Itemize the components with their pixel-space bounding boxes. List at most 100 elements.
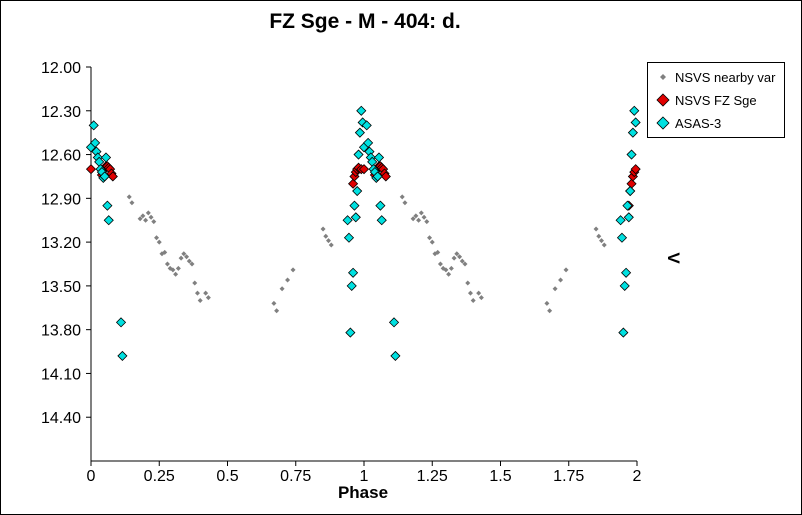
data-point	[454, 251, 460, 257]
y-tick-label: 13.20	[41, 235, 81, 252]
data-point	[103, 215, 114, 226]
data-point	[145, 210, 151, 216]
y-tick-label: 12.90	[41, 191, 81, 208]
chart-ticks: 12.00 12.30 12.60 12.90 13.20 13.50 13.80 14.10…	[41, 60, 642, 485]
data-point	[593, 226, 599, 232]
data-point	[626, 149, 637, 160]
legend-entry-asas-3: ASAS-3	[656, 114, 721, 132]
data-point	[102, 200, 113, 211]
data-point	[99, 171, 110, 182]
data-point	[348, 178, 359, 189]
data-point	[173, 271, 179, 277]
data-point	[467, 290, 473, 296]
data-point	[459, 258, 465, 264]
data-point	[343, 232, 355, 243]
series-0	[126, 194, 607, 314]
x-tick-label: 0.75	[280, 468, 311, 485]
data-point	[271, 300, 277, 306]
data-point	[353, 149, 364, 160]
x-tick-label: 2	[633, 468, 642, 485]
data-point	[197, 297, 203, 303]
data-point	[424, 219, 430, 225]
legend-label: NSVS nearby var	[675, 69, 776, 85]
data-point	[476, 290, 482, 296]
data-point	[601, 242, 607, 248]
data-point	[348, 267, 359, 278]
series-1	[85, 161, 641, 211]
data-point	[151, 219, 157, 225]
data-point	[203, 290, 209, 296]
legend-entry-nsvs-fz-sge: NSVS FZ Sge	[656, 91, 757, 109]
data-point	[352, 185, 363, 197]
data-point	[470, 297, 476, 303]
data-point	[630, 117, 641, 128]
data-point	[178, 255, 184, 261]
data-point	[437, 261, 443, 267]
data-point	[192, 280, 198, 286]
data-point	[416, 217, 422, 223]
data-point	[164, 261, 170, 267]
legend-label: ASAS-3	[675, 115, 722, 131]
data-point	[558, 277, 564, 283]
data-point	[418, 210, 424, 216]
legend-label: NSVS FZ Sge	[675, 92, 757, 108]
y-tick-label: 13.50	[41, 279, 81, 296]
y-tick-label: 14.10	[41, 366, 81, 383]
data-point	[388, 317, 400, 328]
data-point	[380, 171, 391, 182]
data-point	[630, 164, 641, 175]
chart-legend: NSVS nearby var NSVS FZ Sge ASAS-3	[647, 62, 785, 138]
data-point	[619, 280, 630, 291]
data-point	[162, 249, 168, 255]
data-point	[462, 261, 468, 267]
data-point	[623, 212, 634, 223]
y-axis-label: V	[664, 252, 683, 264]
data-point	[175, 265, 181, 271]
data-point	[443, 267, 449, 273]
data-point	[427, 235, 433, 241]
data-point	[285, 277, 291, 283]
data-point	[342, 215, 353, 226]
data-point	[143, 217, 149, 223]
chart-marks	[85, 105, 641, 361]
legend-marker-cyan-diamond-icon	[656, 116, 670, 130]
data-point	[346, 280, 357, 291]
data-point	[349, 200, 360, 211]
data-point	[326, 238, 332, 244]
series-2	[85, 105, 641, 361]
data-point	[137, 216, 143, 222]
data-point	[290, 267, 296, 273]
data-point	[154, 235, 160, 241]
data-point	[563, 267, 569, 273]
data-point	[323, 233, 329, 239]
data-point	[274, 308, 280, 314]
data-point	[629, 105, 640, 116]
data-point	[552, 286, 558, 292]
data-point	[126, 194, 132, 200]
data-point	[88, 120, 99, 131]
data-point	[446, 271, 452, 277]
x-tick-label: 1.75	[553, 468, 584, 485]
legend-marker-gray-diamond-icon	[660, 74, 666, 80]
x-tick-label: 0	[87, 468, 96, 485]
data-point	[189, 261, 195, 267]
data-point	[354, 127, 365, 138]
data-point	[618, 327, 629, 338]
data-point	[184, 254, 190, 260]
data-point	[100, 152, 112, 163]
data-point	[186, 258, 192, 264]
data-point	[544, 300, 550, 306]
data-point	[451, 255, 457, 261]
data-point	[361, 120, 372, 131]
chart-title: FZ Sge - M - 404: d.	[269, 10, 461, 33]
data-point	[465, 280, 471, 286]
y-tick-label: 12.30	[41, 104, 81, 121]
data-point	[615, 215, 626, 226]
y-tick-label: 12.00	[41, 60, 81, 77]
data-point	[115, 317, 127, 328]
data-point	[375, 200, 386, 211]
data-point	[625, 185, 636, 197]
data-point	[621, 267, 632, 278]
data-point	[372, 171, 383, 182]
